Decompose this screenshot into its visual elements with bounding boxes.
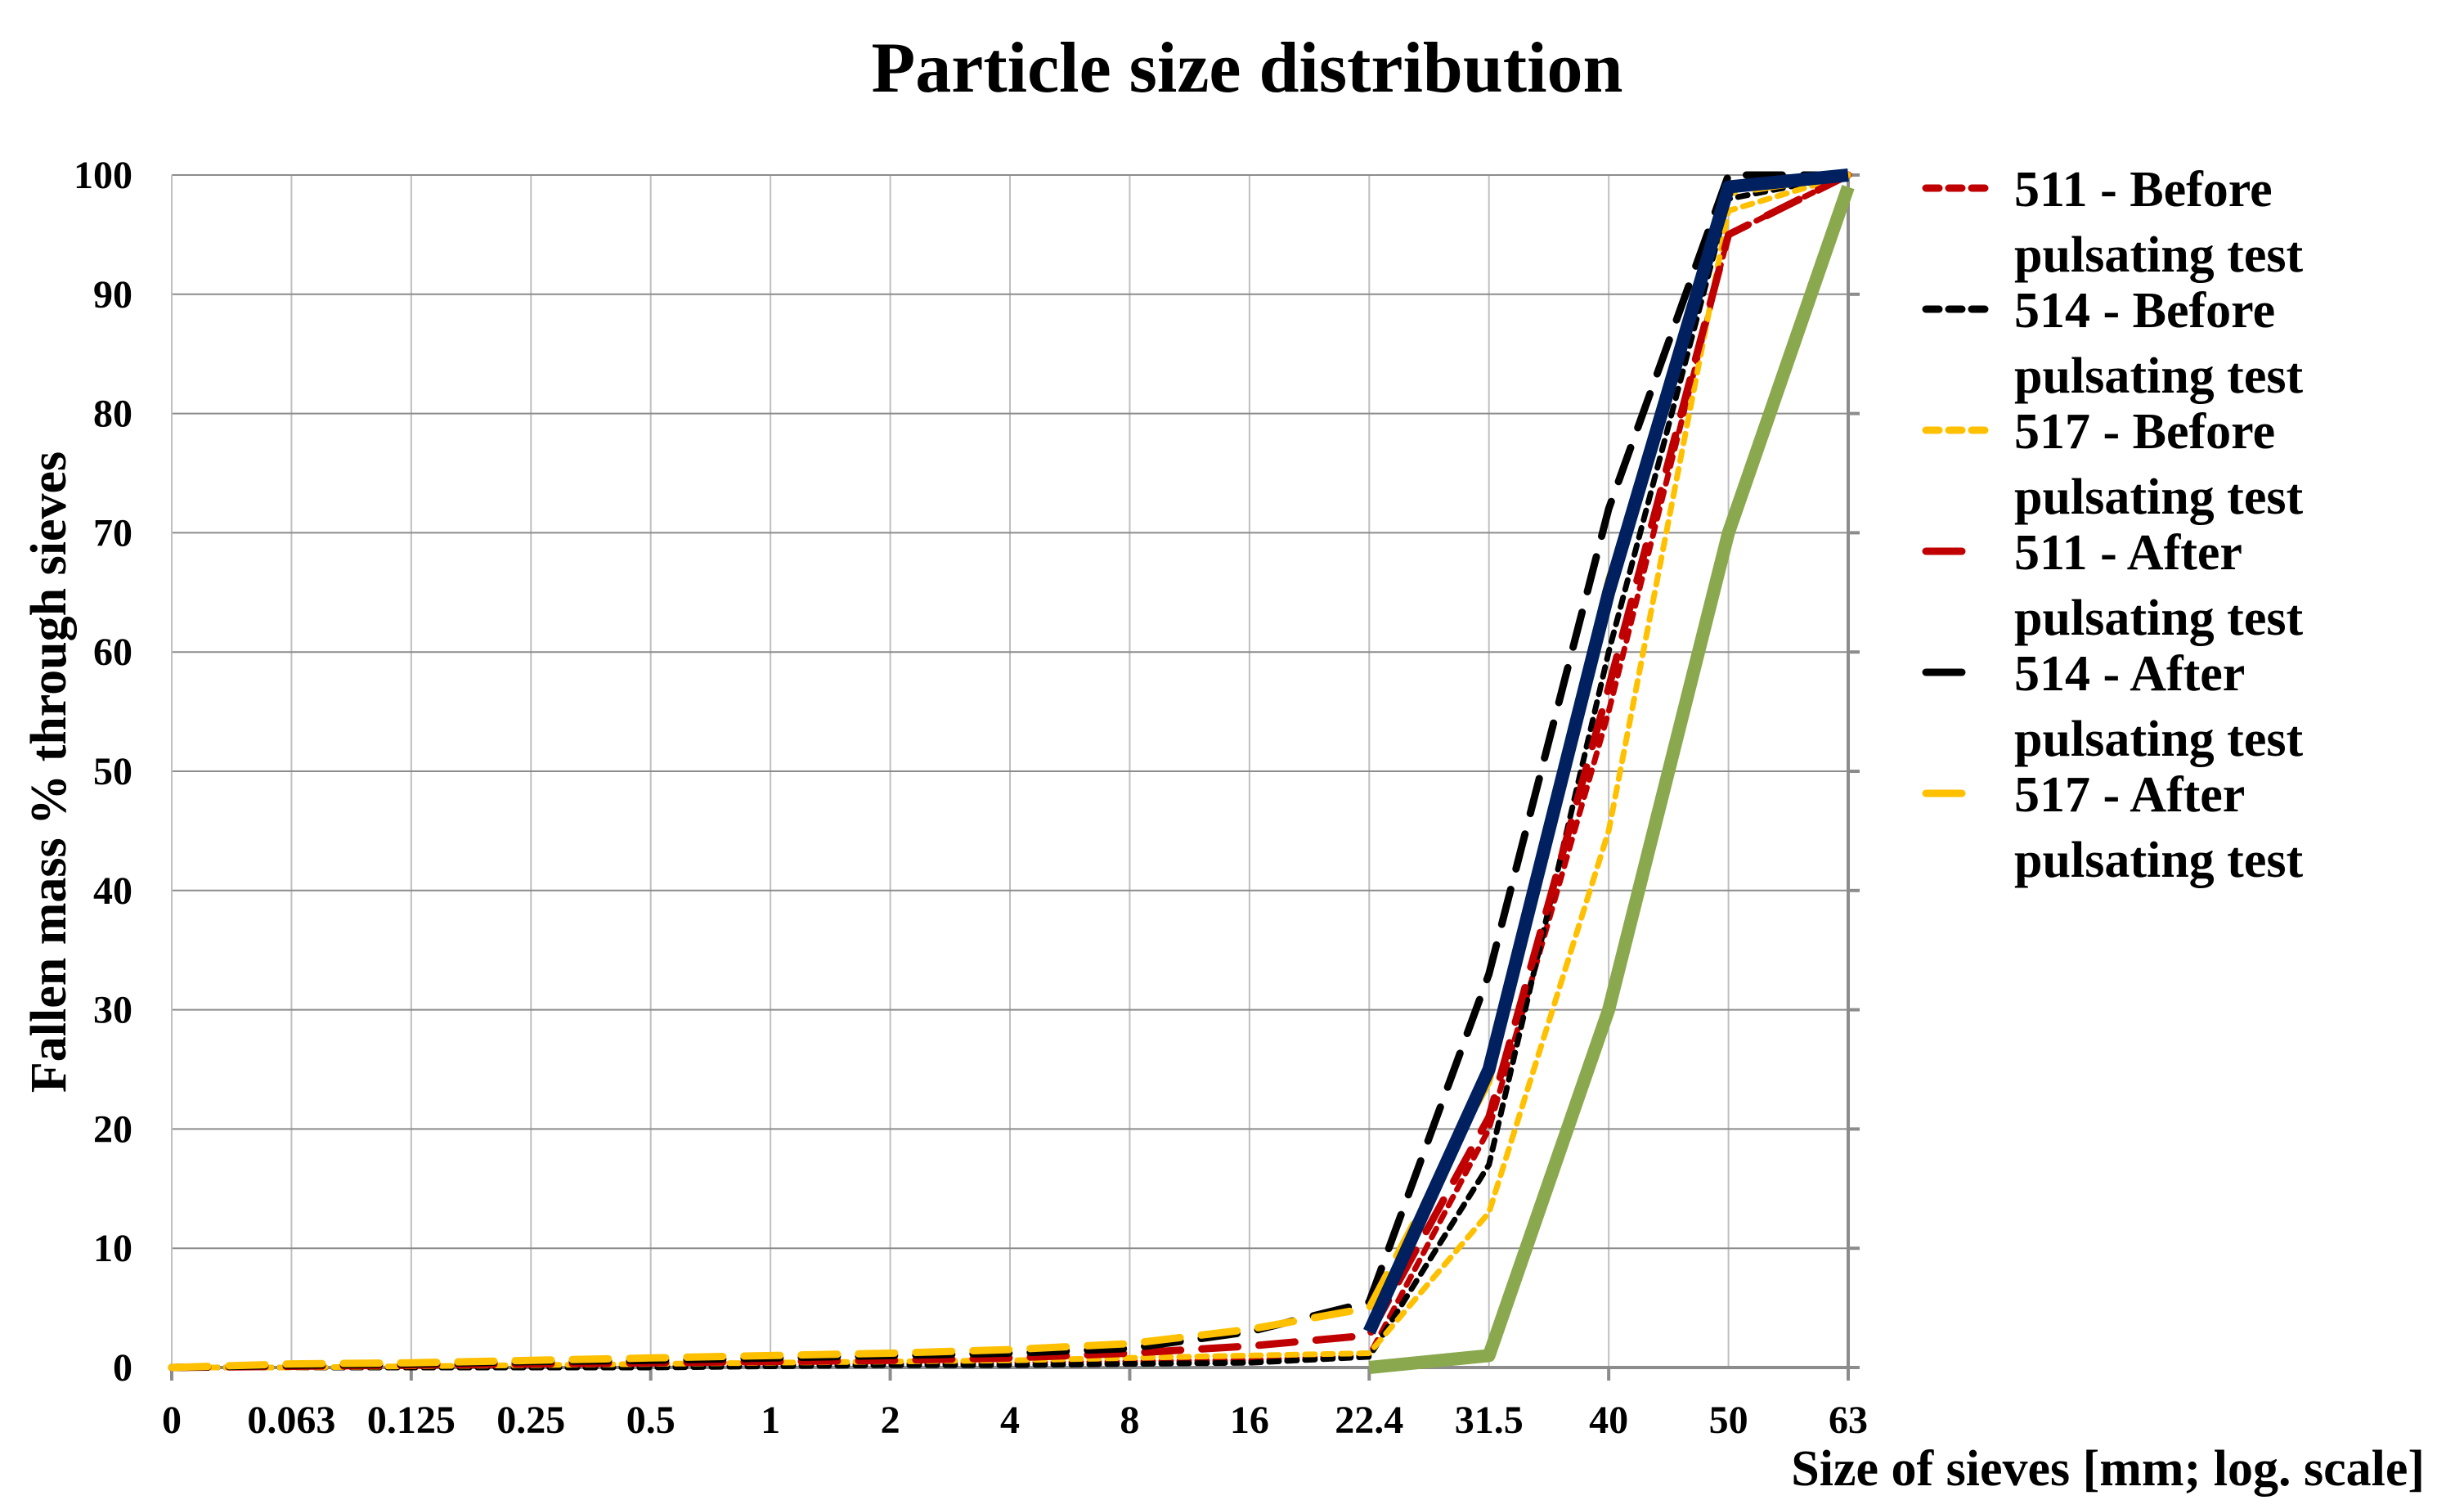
y-tick-labels: 0 10 20 30 40 50 60 70 80 90 100 (74, 154, 132, 1390)
legend-item: 511 - After pulsating test (1922, 525, 2303, 646)
y-tick-label: 40 (93, 869, 132, 913)
series-line-511-after-pulsating-test (168, 171, 1852, 1372)
legend-label-continued: pulsating test (2014, 469, 2303, 525)
series-lines (168, 168, 1855, 1374)
y-tick-label: 90 (93, 273, 132, 317)
y-tick-label: 60 (93, 631, 132, 674)
grid (172, 174, 1848, 1368)
x-tick-label: 16 (1230, 1399, 1269, 1442)
y-axis-title: Fallen mass % through sieves (21, 451, 77, 1093)
x-tick-label: 22.4 (1335, 1399, 1403, 1442)
legend-label: 517 - Before (2014, 404, 2275, 460)
series-line-upper-limit (1363, 168, 1849, 1335)
x-tick-label: 50 (1709, 1399, 1748, 1442)
x-tick-label: 1 (761, 1399, 780, 1442)
legend-label: 511 - After (2014, 525, 2242, 581)
legend-item: 517 - After pulsating test (1922, 767, 2303, 888)
legend-item: 517 - Before pulsating test (1922, 404, 2303, 525)
y-tick-label: 70 (93, 511, 132, 555)
y-tick-label: 50 (93, 750, 132, 793)
y-tick-label: 10 (93, 1227, 132, 1270)
legend-label-continued: pulsating test (2014, 591, 2303, 646)
legend-label-continued: pulsating test (2014, 833, 2303, 888)
legend-label: 511 - Before (2014, 162, 2273, 218)
x-tick-labels: 0 0.063 0.125 0.25 0.5 1 2 4 8 16 22.4 31.5 40 50 63 (162, 1399, 1868, 1442)
y-tick-label: 30 (93, 989, 132, 1032)
x-tick-label: 4 (1000, 1399, 1020, 1442)
x-tick-label: 31.5 (1455, 1399, 1524, 1442)
chart-title: Particle size distribution (872, 29, 1623, 108)
series-line-lower-limit (1368, 184, 1855, 1374)
legend-item: 511 - Before pulsating test (1922, 162, 2303, 283)
y-tick-label: 100 (74, 154, 132, 197)
y-tick-label: 0 (113, 1346, 132, 1390)
legend-item: 514 - After pulsating test (1922, 646, 2303, 767)
legend-label-continued: pulsating test (2014, 712, 2303, 767)
x-tick-label: 0.25 (496, 1399, 565, 1442)
x-axis-title: Size of sieves [mm; log. scale] (1791, 1441, 2425, 1497)
x-tick-label: 0.063 (247, 1399, 335, 1442)
x-tick-label: 0.5 (626, 1399, 675, 1442)
legend-label: 514 - Before (2014, 283, 2275, 339)
legend-label-continued: pulsating test (2014, 348, 2303, 404)
y-tick-label: 20 (93, 1107, 132, 1151)
x-tick-label: 8 (1120, 1399, 1139, 1442)
legend-label: 517 - After (2014, 767, 2245, 823)
x-tick-label: 63 (1829, 1399, 1868, 1442)
series-line-514-after-pulsating-test (168, 171, 1852, 1372)
legend-label-continued: pulsating test (2014, 227, 2303, 283)
x-tick-label: 2 (881, 1399, 900, 1442)
legend-item: 514 - Before pulsating test (1922, 283, 2303, 404)
x-tick-label: 0.125 (367, 1399, 456, 1442)
y-tick-label: 80 (93, 393, 132, 436)
x-tick-label: 40 (1589, 1399, 1628, 1442)
legend-label: 514 - After (2014, 646, 2245, 702)
axes (170, 173, 1860, 1381)
x-tick-label: 0 (162, 1399, 182, 1442)
